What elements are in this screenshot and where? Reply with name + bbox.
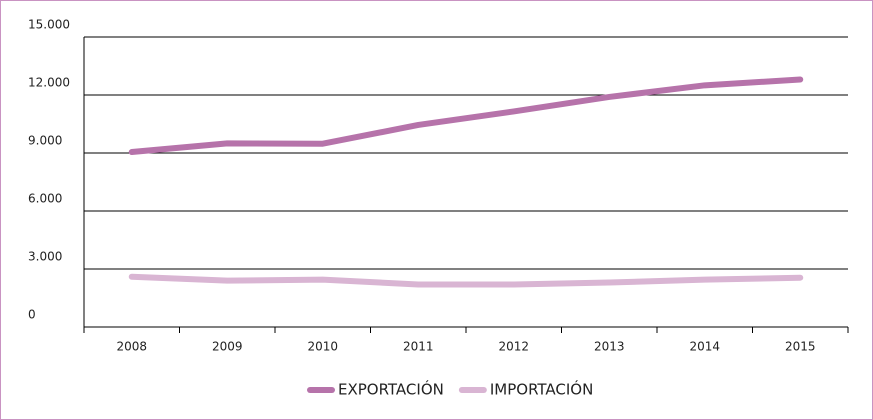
y-tick-label: 15.000 [28,18,70,32]
legend-label: IMPORTACIÓN [490,380,593,399]
x-tick-label: 2011 [403,340,434,354]
y-tick-label: 9.000 [28,134,62,148]
x-tick-label: 2009 [212,340,243,354]
x-tick-label: 2015 [785,340,816,354]
legend-label: EXPORTACIÓN [338,380,444,399]
line [128,273,804,288]
y-tick-label: 6.000 [28,192,62,206]
y-tick-label: 0 [28,308,36,322]
x-tick-label: 2012 [498,340,529,354]
y-tick-label: 3.000 [28,250,62,264]
x-tick-label: 2008 [116,340,147,354]
x-tick-label: 2014 [689,340,720,354]
y-tick-label: 12.000 [28,76,70,90]
line [128,76,804,156]
x-tick-label: 2010 [307,340,338,354]
x-tick-label: 2013 [594,340,625,354]
